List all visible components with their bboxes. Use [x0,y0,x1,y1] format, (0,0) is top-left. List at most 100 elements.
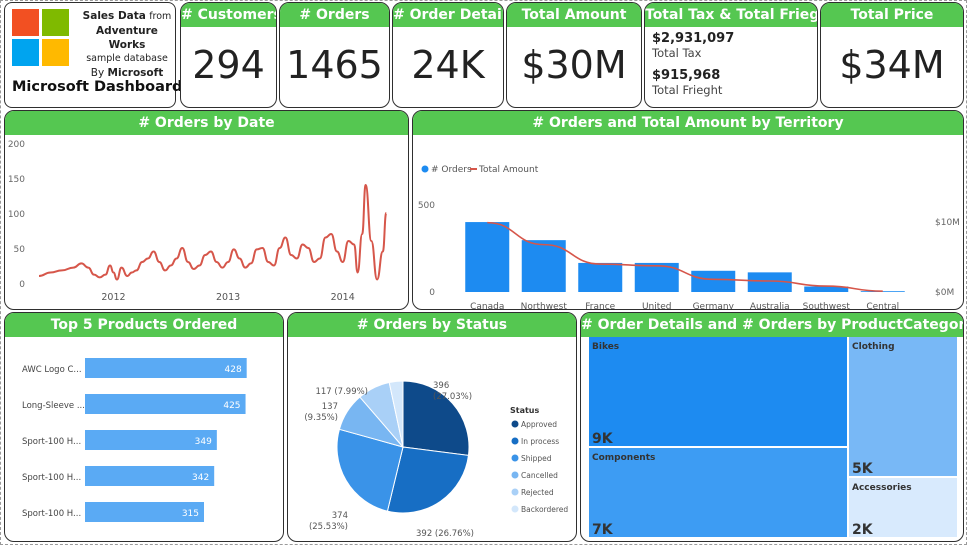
kpi-orders-title: # Orders [280,3,389,27]
product-label: AWC Logo C... [22,365,82,375]
kpi-order-details-card: # Order Details 24K [392,2,504,108]
legend-marker [511,488,519,496]
pie-data-label: (9.35%) [304,413,338,423]
pie-data-label: 392 (26.76%) [416,529,474,539]
category-title: # Order Details and # Orders by ProductC… [581,313,963,337]
territory-label: United [642,302,672,309]
brand-line3: sample database [86,53,168,64]
product-bar [85,466,215,486]
territory-label: Central [866,302,899,309]
kpi-order-details-title: # Order Details [393,3,503,27]
territory-chart: # Orders Total Amount 500 0 $10M $0M Canada Nor… [418,165,960,309]
brand-line2: Adventure Works [96,25,158,51]
territory-label: Australia [750,302,790,309]
pie-data-label: (25.53%) [309,522,348,532]
top5-title: Top 5 Products Ordered [5,313,283,337]
pie-data-label: (27.03%) [433,392,472,402]
y-tick-label: 0 [19,280,25,290]
kpi-customers-value: 294 [192,43,265,87]
territory-label: Germany [693,302,735,309]
legend-marker [511,505,519,513]
legend-marker [511,437,519,445]
kpi-total-amount-card: Total Amount $30M [506,2,642,108]
treemap-cell [849,337,957,476]
total-tax-label: Total Tax [652,46,702,60]
treemap-value: 2K [852,522,874,538]
kpi-total-amount-title: Total Amount [507,3,641,27]
territory-card: # Orders and Total Amount by Territory #… [412,110,964,310]
top5-card: Top 5 Products Ordered AWC Logo C... 428 L… [4,312,284,542]
product-label: Long-Sleeve ... [22,401,85,411]
brand-subtitle: Sales Data from Adventure Works sample d… [79,9,175,80]
product-label: Sport-100 H... [22,509,81,519]
territory-bar [465,222,510,292]
product-bar [85,430,217,450]
product-value: 425 [223,401,240,411]
brand-line1-rest: from [149,11,172,22]
treemap-cell [849,478,957,537]
kpi-total-price-value: $34M [839,43,945,87]
status-card: # Orders by Status 396 (27.03%) 392 (26.76… [287,312,577,542]
pie-data-label: 117 (7.99%) [315,387,368,397]
product-bar [85,502,204,522]
kpi-tax-freight-title: Total Tax & Total Frieght [645,3,817,27]
brand-line4-bold: Microsoft [107,67,164,79]
legend-orders-marker [421,165,429,173]
legend-label: Approved [521,420,557,429]
territory-title: # Orders and Total Amount by Territory [413,111,963,135]
total-freight-label: Total Frieght [652,83,723,97]
product-label: Sport-100 H... [22,437,81,447]
status-title: # Orders by Status [288,313,576,337]
kpi-total-price-card: Total Price $34M [820,2,964,108]
product-label: Sport-100 H... [22,473,81,483]
treemap-label: Clothing [852,342,895,352]
y-tick-label: 50 [14,245,26,255]
product-bar [85,394,246,414]
orders-line [38,183,388,281]
legend-label: In process [521,437,559,446]
treemap-label: Accessories [852,483,912,493]
product-value: 428 [225,365,242,375]
x-tick-label: 2012 [101,292,125,303]
brand-card: Sales Data from Adventure Works sample d… [4,2,182,108]
legend-marker [511,420,519,428]
treemap-label: Bikes [592,342,619,352]
pie-slice [388,380,404,448]
orders-by-date-card: # Orders by Date 0 50 100 150 200 2012 2013 201… [4,110,409,310]
pie-data-label: 396 [433,381,449,391]
product-value: 342 [192,473,209,483]
kpi-tax-freight-card: Total Tax & Total Frieght $2,931,097 Tot… [644,2,818,108]
treemap-value: 5K [852,461,874,477]
x-tick-label: 2013 [216,292,240,303]
territory-label: Canada [470,302,504,309]
legend-label: Cancelled [521,471,558,480]
total-freight-value: $915,968 [652,68,721,83]
orders-by-date-title: # Orders by Date [5,111,408,135]
product-bar [85,358,247,378]
treemap-value: 7K [592,522,614,538]
territory-label: Northwest [521,302,568,309]
legend-marker [511,471,519,479]
kpi-orders-card: # Orders 1465 [279,2,390,108]
treemap-cell [589,448,847,537]
legend-label: Backordered [521,505,568,514]
territory-bar [804,286,849,292]
territory-bar [521,240,566,292]
dashboard-title: Microsoft Dashboard [12,79,183,95]
legend-amount-label: Total Amount [478,165,539,175]
kpi-total-amount-value: $30M [521,43,627,87]
pie-slice [336,428,404,512]
legend-label: Rejected [521,488,554,497]
territory-label: France [585,302,615,309]
pie-slice [386,446,470,514]
top5-chart: AWC Logo C... 428 Long-Sleeve ... 425 Sport-… [22,358,247,522]
legend-label: Shipped [521,454,552,463]
y-right-tick: $0M [935,288,954,298]
territory-bar [578,262,623,292]
kpi-total-price-title: Total Price [821,3,963,27]
treemap-label: Components [592,453,655,463]
product-value: 315 [182,509,199,519]
y-tick-label: 200 [8,140,25,150]
total-tax-value: $2,931,097 [652,31,735,46]
kpi-order-details-value: 24K [411,43,485,87]
